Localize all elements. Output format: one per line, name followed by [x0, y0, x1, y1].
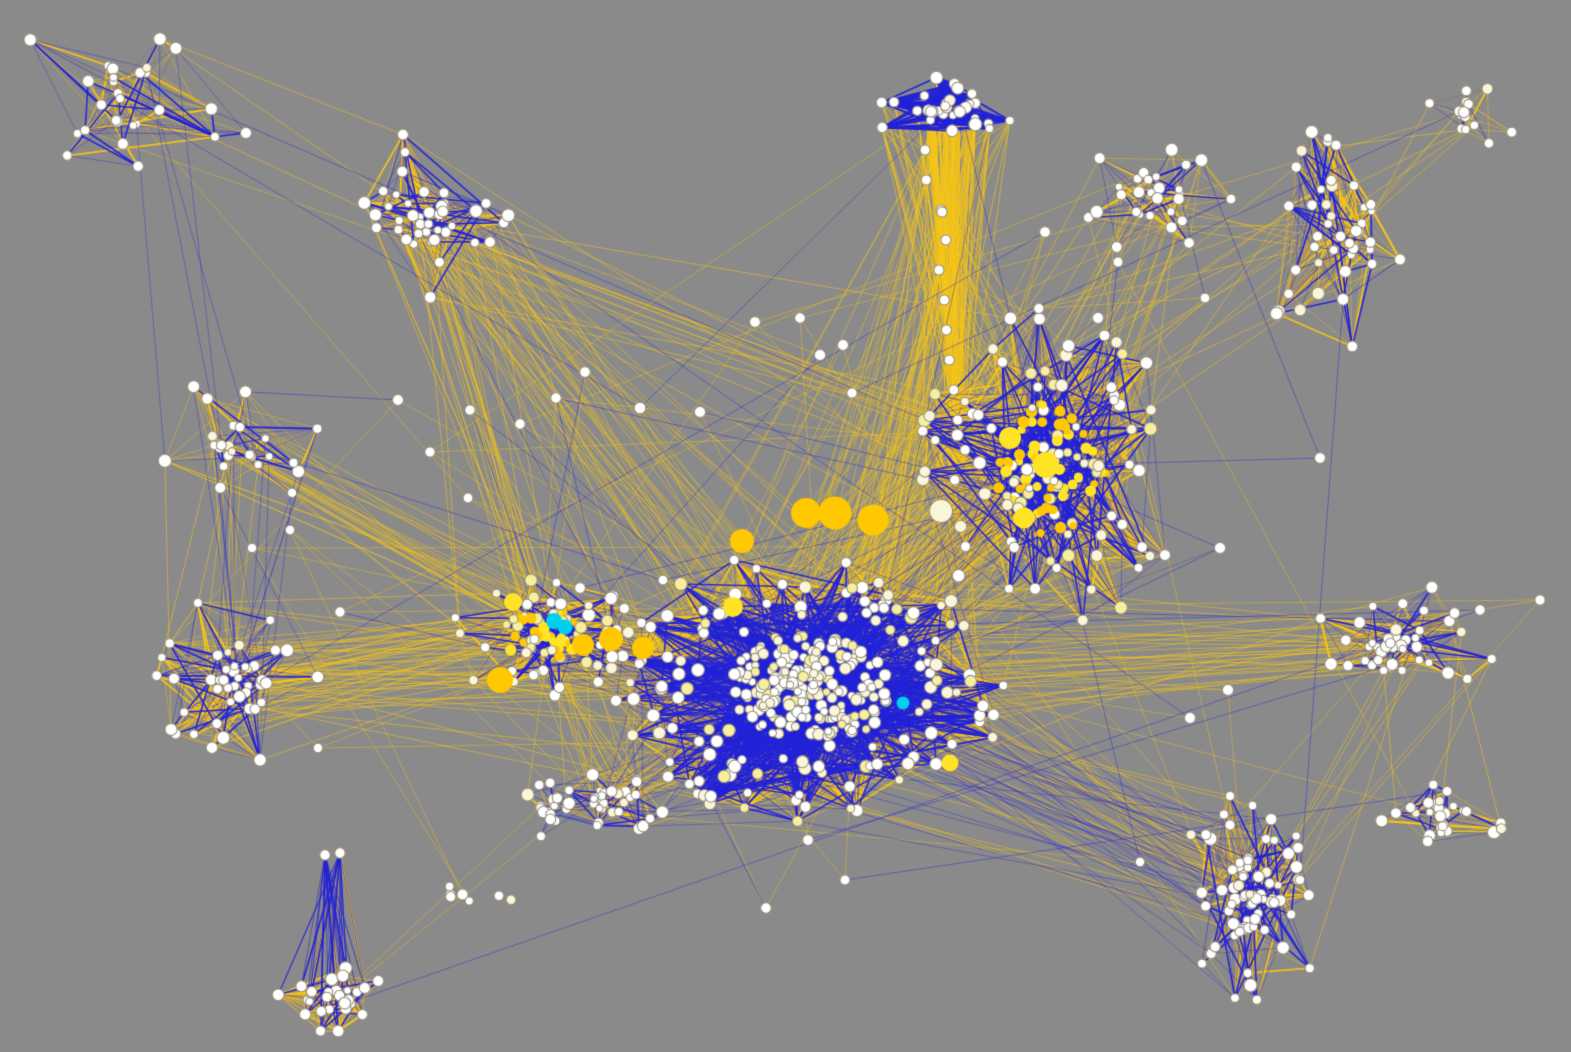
network-graph-canvas[interactable] [0, 0, 1571, 1052]
network-graph-visualization[interactable] [0, 0, 1571, 1052]
